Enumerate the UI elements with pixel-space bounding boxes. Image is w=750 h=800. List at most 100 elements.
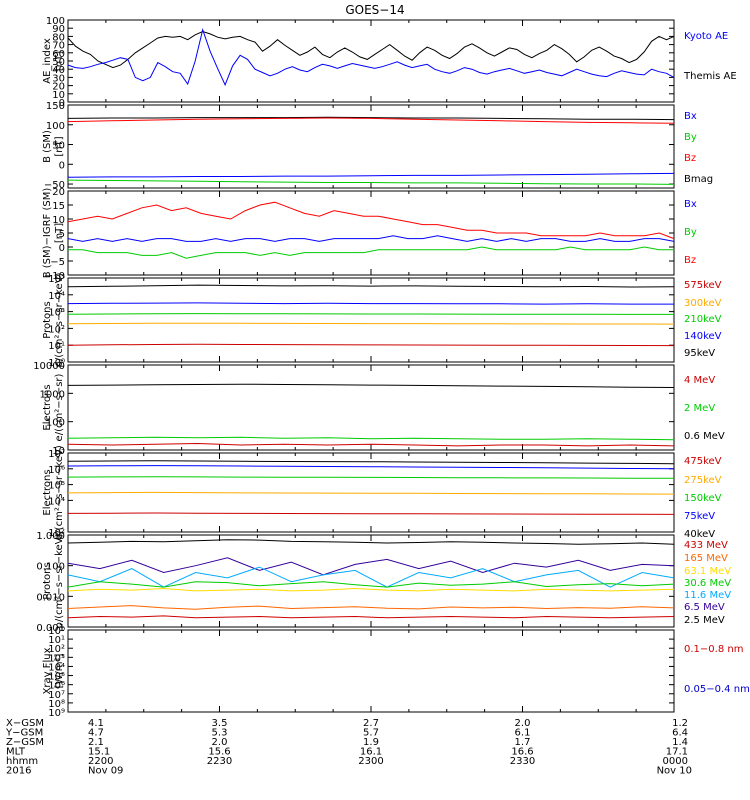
legend-entry: By [684, 132, 697, 143]
y-tick-label: 0.010 [36, 592, 65, 603]
x-axis-value: 17.1 [666, 747, 688, 758]
series-line-140kev [67, 302, 674, 305]
x-axis-value: 1.4 [672, 737, 688, 748]
y-tick-label: 10 [52, 90, 65, 101]
legend-entry: 75keV [684, 511, 715, 522]
series-line-kyoto-ae [67, 28, 675, 87]
y-tick-label: 80 [52, 32, 65, 43]
y-tick-label: 10 [52, 215, 65, 226]
panel-frame [67, 277, 675, 363]
y-tick-label: 10⁹ [48, 708, 65, 719]
legend-entry: 275keV [684, 475, 722, 486]
panel-bsmigrf: −10 −5 0 5 10 15 20B (SM)−IGRF (SM) [nT] Bx By Bz [42, 187, 697, 282]
y-tick-label: 0 [59, 243, 65, 254]
y-tick-label: 10⁶ [48, 681, 65, 692]
panel-electrons1: 10 100 1000 10000 Electrons e/(cm²−s−sr) 4 MeV… [33, 361, 725, 457]
y-tick-label: 10⁷ [48, 690, 65, 701]
x-axis-value: 0000 [663, 756, 688, 767]
x-axis-year: 2016 [6, 766, 31, 777]
series-line-433-mev [67, 615, 675, 619]
y-axis-label: p/(cm²−s−sr−keV) [54, 533, 65, 628]
legend-entry: Bx [684, 199, 697, 210]
y-tick-label: 0 [59, 160, 65, 171]
y-tick-label: 10³ [48, 308, 65, 319]
panel-frame [67, 629, 675, 713]
legend-entry: 30.6 MeV [684, 578, 731, 589]
legend-entry: 6.5 MeV [684, 602, 725, 613]
y-axis-label: [nT] [54, 136, 65, 156]
series-line-11-6-mev [67, 566, 675, 588]
x-axis-value: 5.7 [363, 728, 379, 739]
y-axis-label: p/(cm²−s−sr−keV) [54, 272, 65, 367]
series-line-by [67, 179, 675, 185]
y-tick-label: 10² [48, 644, 65, 655]
legend-entry: Kyoto AE [684, 31, 728, 42]
panel-bsm: −50 0 50 100 150 B (SM) [nT] Bx By Bz Bmag [42, 101, 713, 191]
y-tick-label: 150 [46, 101, 65, 112]
y-tick-label: 10⁶ [48, 465, 65, 476]
y-tick-label: 10⁰ [48, 358, 65, 369]
y-axis-label: Electrons [42, 469, 53, 515]
legend-entry: Bx [684, 111, 697, 122]
y-tick-label: 50 [52, 57, 65, 68]
series-line-bx [67, 235, 675, 242]
x-axis-value: 5.3 [212, 728, 228, 739]
series-line-575kev [67, 343, 675, 347]
x-axis-value: 2300 [358, 756, 383, 767]
y-tick-label: 10³ [48, 653, 65, 664]
legend-entry: 0.05−0.4 nm [684, 684, 750, 695]
legend-entry: 0.1−0.8 nm [684, 644, 743, 655]
series-line-0-6-mev [67, 383, 675, 388]
x-axis-row-label: hhmm [6, 756, 38, 767]
y-tick-label: 60 [52, 49, 65, 60]
x-axis-value: 2.0 [515, 718, 531, 729]
y-tick-label: 10⁴ [48, 496, 65, 507]
x-axis-value: 6.1 [515, 728, 531, 739]
y-tick-label: −5 [50, 257, 65, 268]
y-tick-label: 90 [52, 24, 65, 35]
x-axis-date-right: Nov 10 [657, 766, 692, 777]
x-axis-value: 2.0 [212, 737, 228, 748]
series-line-275kev [67, 491, 675, 495]
y-tick-label: 30 [52, 73, 65, 84]
y-axis-label: Protons [42, 301, 53, 338]
y-tick-label: −10 [44, 271, 65, 282]
series-line-150kev [67, 476, 675, 479]
x-axis-value: 16.6 [511, 747, 533, 758]
series-line-bmag [67, 116, 675, 121]
series-line-40kev [67, 460, 675, 465]
x-axis-row-label: Y−GSM [5, 728, 43, 739]
legend-entry: 575keV [684, 280, 722, 291]
y-tick-label: 70 [52, 41, 65, 52]
legend-entry: Bmag [684, 174, 713, 185]
y-axis-label: e/(cm²−s−sr−keV) [54, 445, 65, 540]
series-line-4-mev [67, 442, 675, 447]
legend-entry: 11.6 MeV [684, 590, 731, 601]
y-axis-label: B (SM)−IGRF (SM) [42, 188, 53, 279]
y-tick-label: 10¹ [48, 635, 65, 646]
panel-protons1: 10⁰ 10¹ 10² 10³ 10⁴ 10⁵ Protons p/(cm²−s−sr−keV… [42, 272, 722, 369]
series-line-by [68, 246, 674, 259]
x-axis-row-label: MLT [6, 747, 26, 758]
y-tick-label: 20 [52, 187, 65, 198]
y-tick-label: 5 [59, 229, 65, 240]
x-axis-date-left: Nov 09 [88, 766, 123, 777]
series-line-30-6-mev [67, 581, 675, 588]
chart-title: GOES−14 [345, 3, 404, 17]
series-line-75kev [67, 465, 675, 470]
legend-entry: 63.1 MeV [684, 566, 731, 577]
x-axis-value: 2.7 [363, 718, 379, 729]
y-axis-label: [W/m²] [54, 653, 65, 688]
x-axis-value: 2330 [510, 756, 535, 767]
series-line-165-mev [67, 605, 675, 610]
y-tick-label: 0.100 [36, 562, 65, 573]
series-line-2-5-mev [67, 539, 675, 545]
series-line-63-1-mev [67, 587, 675, 592]
series-line-themis-ae [67, 30, 675, 69]
y-tick-label: 50 [52, 141, 65, 152]
y-axis-label: Xray Flux [42, 647, 53, 694]
legend-entry: 300keV [684, 298, 722, 309]
y-tick-label: 10⁴ [48, 662, 65, 673]
